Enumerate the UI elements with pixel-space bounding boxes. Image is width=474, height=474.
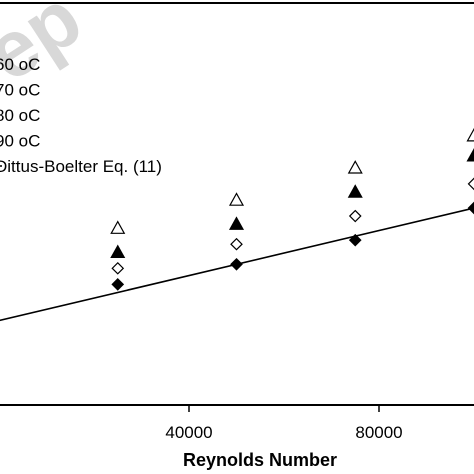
point-open-diamond (348, 209, 362, 223)
x-tick-label: 40000 (165, 423, 212, 442)
point-filled-triangle (228, 216, 245, 230)
legend-label: Dittus-Boelter Eq. (11) (0, 157, 162, 176)
legend: 60 oC 70 oC 80 oC 90 oC Dittus-Boelter Eq. (… (0, 55, 162, 176)
point-filled-triangle (347, 184, 363, 198)
legend-label: 70 oC (0, 81, 40, 100)
point-filled-diamond (111, 278, 125, 291)
plot-frame (0, 2, 474, 406)
point-open-triangle (347, 160, 363, 174)
x-axis-title: Reynolds Number (183, 450, 337, 470)
point-open-diamond (230, 237, 243, 251)
point-filled-diamond (230, 257, 243, 271)
legend-label: 60 oC (0, 55, 40, 74)
point-filled-triangle (466, 148, 474, 162)
point-open-diamond (111, 261, 125, 275)
x-tick-label: 80000 (355, 423, 402, 442)
point-open-triangle (110, 220, 126, 234)
point-open-diamond (467, 177, 474, 191)
data-points (110, 127, 474, 291)
point-filled-triangle (110, 244, 126, 259)
legend-label: 80 oC (0, 106, 40, 125)
x-axis-ticks: 40000 80000 (165, 405, 403, 442)
legend-label: 90 oC (0, 132, 40, 151)
point-filled-diamond (348, 233, 362, 247)
point-open-triangle (466, 127, 474, 142)
point-open-triangle (228, 192, 245, 206)
point-filled-diamond (467, 201, 474, 215)
